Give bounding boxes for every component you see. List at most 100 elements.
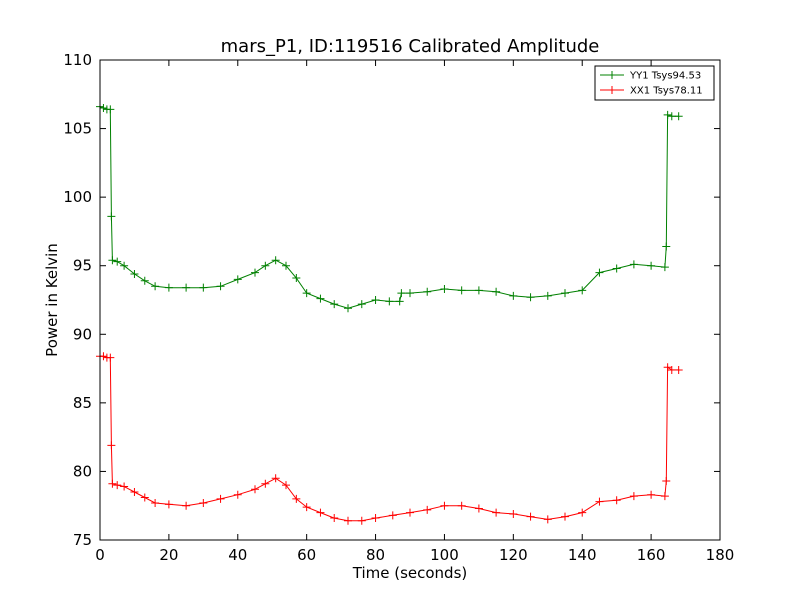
- data-point: [271, 474, 280, 483]
- data-point: [385, 297, 394, 306]
- legend: YY1 Tsys94.53 XX1 Tsys78.11: [594, 65, 715, 101]
- data-point: [182, 501, 191, 510]
- data-point: [662, 477, 671, 486]
- data-point: [292, 274, 301, 283]
- legend-marker: [608, 71, 616, 79]
- data-point: [151, 282, 160, 291]
- plot-frame: [99, 59, 721, 541]
- data-point: [397, 289, 406, 298]
- y-tick-label: 105: [63, 120, 92, 138]
- data-point: [107, 441, 116, 450]
- data-point: [120, 482, 129, 491]
- data-point: [395, 297, 404, 306]
- y-tick-label: 85: [73, 394, 92, 412]
- series-yy1: [96, 102, 683, 313]
- data-point: [120, 261, 129, 270]
- tick-layer: 0 20 40 60 80 100 120 140 160 180 75 80 85 90 95 100 105…: [63, 51, 734, 564]
- x-tick-label: 120: [499, 546, 528, 564]
- data-point: [182, 283, 191, 292]
- y-tick-label: 80: [73, 462, 92, 480]
- data-point: [106, 105, 115, 114]
- x-tick-label: 20: [159, 546, 178, 564]
- data-point: [647, 261, 656, 270]
- data-point: [440, 501, 449, 510]
- data-point: [113, 481, 122, 490]
- data-point: [406, 508, 414, 517]
- data-point: [271, 256, 280, 265]
- legend-label: YY1 Tsys94.53: [629, 71, 701, 82]
- data-point: [199, 498, 208, 507]
- data-point: [526, 293, 535, 302]
- data-point: [233, 275, 242, 284]
- data-point: [302, 289, 311, 298]
- data-point: [509, 291, 518, 300]
- data-point: [509, 509, 518, 518]
- data-point: [164, 283, 173, 292]
- data-point: [474, 286, 483, 295]
- data-point: [302, 503, 311, 512]
- data-point: [526, 512, 535, 521]
- data-point: [99, 352, 108, 361]
- data-point: [423, 287, 432, 296]
- data-point: [457, 286, 466, 295]
- data-point: [130, 488, 139, 496]
- data-point: [113, 257, 122, 266]
- data-point: [316, 294, 325, 303]
- data-point: [108, 256, 117, 265]
- series-line: [99, 106, 679, 309]
- data-point: [330, 514, 339, 523]
- data-point: [660, 263, 669, 272]
- data-point: [578, 508, 587, 517]
- data-point: [216, 494, 225, 503]
- data-point: [543, 515, 552, 524]
- legend-box: [594, 65, 715, 101]
- data-point: [261, 261, 270, 270]
- data-point: [140, 276, 149, 285]
- x-tick-label: 180: [706, 546, 735, 564]
- x-tick-label: 100: [430, 546, 459, 564]
- data-point: [561, 289, 569, 298]
- data-point: [660, 492, 669, 501]
- data-point: [282, 261, 290, 270]
- legend-item: YY1 Tsys94.53: [600, 71, 701, 82]
- data-point: [612, 264, 621, 273]
- y-axis-label: Power in Kelvin: [43, 243, 61, 357]
- data-point: [578, 286, 587, 295]
- data-point: [164, 500, 173, 509]
- data-point: [674, 365, 683, 374]
- data-point: [388, 511, 397, 520]
- x-tick-label: 0: [95, 546, 105, 564]
- data-point: [371, 514, 380, 523]
- data-point: [316, 508, 325, 517]
- data-point: [251, 485, 259, 494]
- data-point: [423, 505, 432, 514]
- data-point: [251, 268, 259, 277]
- data-point: [261, 479, 270, 488]
- x-axis-label: Time (seconds): [352, 564, 468, 582]
- data-point: [344, 516, 352, 525]
- data-point: [151, 498, 160, 507]
- data-point: [107, 212, 116, 221]
- data-point: [629, 492, 638, 501]
- legend-label: XX1 Tsys78.11: [630, 86, 703, 97]
- chart-title: mars_P1, ID:119516 Calibrated Amplitude: [221, 36, 600, 57]
- data-point: [561, 512, 569, 521]
- data-point: [99, 104, 108, 112]
- series-layer: [96, 102, 683, 525]
- data-point: [233, 490, 242, 499]
- data-point: [440, 285, 449, 294]
- data-point: [106, 353, 115, 362]
- data-point: [292, 494, 301, 503]
- data-point: [216, 282, 225, 291]
- data-point: [457, 501, 466, 510]
- data-point: [330, 300, 339, 309]
- data-point: [595, 268, 604, 277]
- data-point: [357, 300, 366, 309]
- series-xx1: [96, 352, 683, 525]
- data-point: [667, 365, 676, 374]
- data-point: [612, 496, 621, 505]
- data-point: [344, 304, 352, 313]
- data-point: [647, 490, 656, 499]
- data-point: [543, 291, 552, 300]
